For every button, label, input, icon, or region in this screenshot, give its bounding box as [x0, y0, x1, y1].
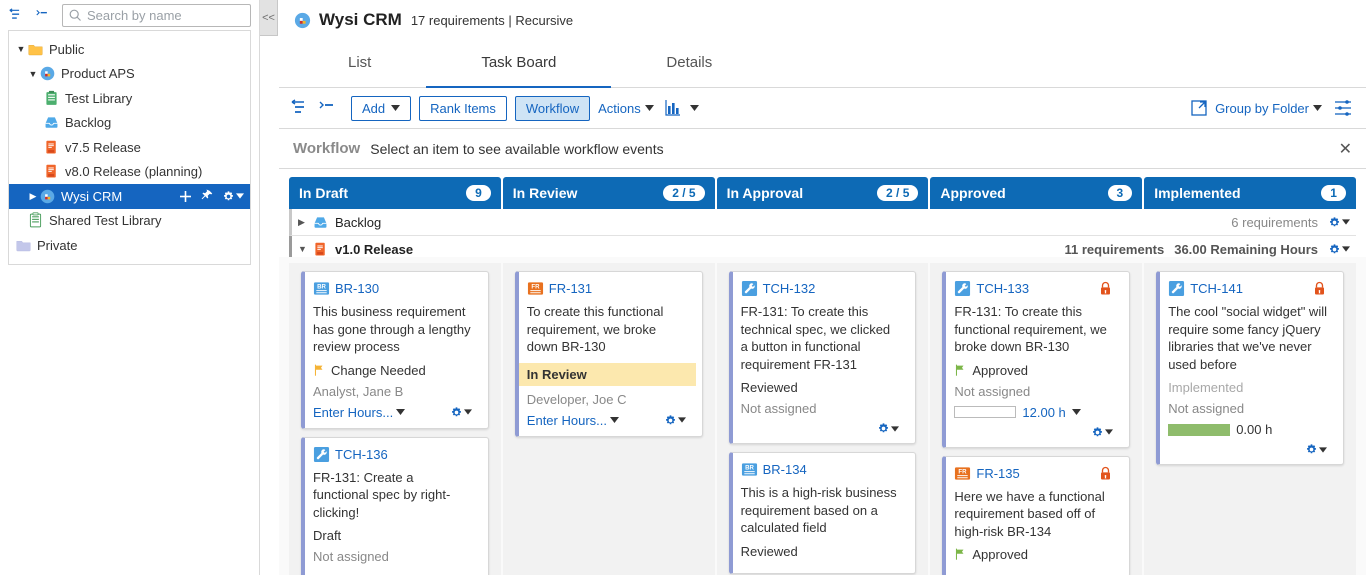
svg-text:BR: BR — [317, 284, 326, 291]
svg-text:FR: FR — [531, 284, 540, 291]
svg-text:FR: FR — [959, 468, 968, 475]
svg-text:BR: BR — [745, 465, 754, 472]
